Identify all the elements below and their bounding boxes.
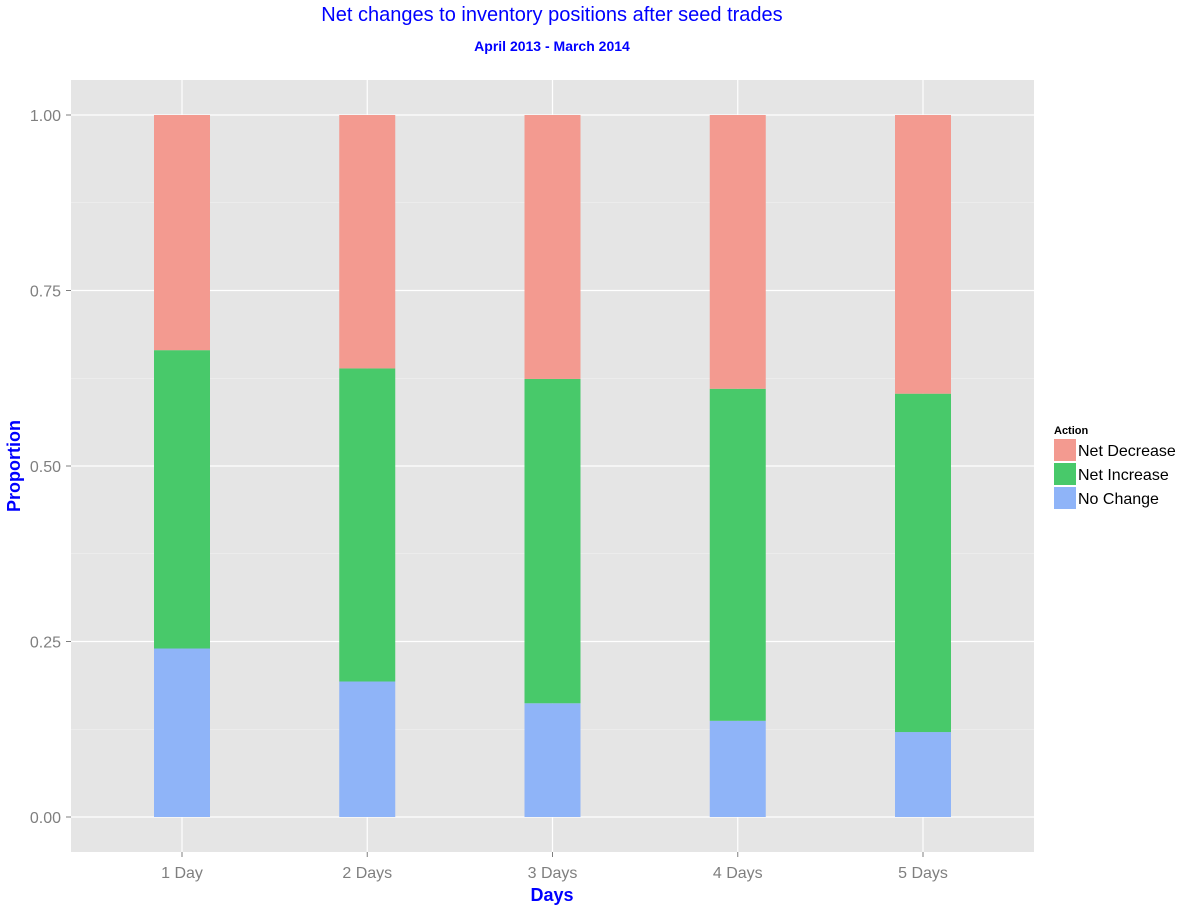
bar-segment-net-increase bbox=[524, 378, 581, 704]
legend-label: Net Decrease bbox=[1078, 443, 1176, 460]
y-axis-title: Proportion bbox=[4, 420, 24, 512]
bar-segment-no-change bbox=[154, 648, 210, 817]
bar-segment-net-increase bbox=[895, 393, 951, 733]
bar-segment-net-decrease bbox=[154, 115, 210, 351]
bar-segment-net-increase bbox=[709, 388, 766, 721]
x-tick-label: 3 Days bbox=[528, 865, 578, 882]
legend-swatch bbox=[1054, 487, 1076, 509]
bar-segment-net-increase bbox=[154, 350, 210, 649]
bar-segment-no-change bbox=[524, 703, 581, 817]
y-tick-label: 1.00 bbox=[30, 108, 61, 125]
x-tick-label: 4 Days bbox=[713, 865, 763, 882]
bar-segment-no-change bbox=[339, 681, 396, 817]
y-axis-ticks: 0.00 0.25 0.50 0.75 1.00 bbox=[30, 108, 71, 827]
bar-segment-net-decrease bbox=[895, 115, 951, 394]
bar-segment-net-decrease bbox=[709, 115, 766, 389]
x-tick-label: 5 Days bbox=[898, 865, 948, 882]
chart-title: Net changes to inventory positions after… bbox=[321, 4, 782, 26]
legend: Action Net Decrease Net Increase No Change bbox=[1054, 425, 1176, 509]
bar-segment-no-change bbox=[895, 732, 951, 817]
y-tick-label: 0.75 bbox=[30, 284, 61, 301]
legend-title: Action bbox=[1054, 425, 1089, 437]
x-tick-label: 2 Days bbox=[342, 865, 392, 882]
bar-segment-net-decrease bbox=[339, 115, 396, 369]
legend-swatch bbox=[1054, 439, 1076, 461]
legend-label: No Change bbox=[1078, 491, 1159, 508]
bar-segment-net-decrease bbox=[524, 115, 581, 379]
x-axis-ticks: 1 Day 2 Days 3 Days 4 Days 5 Days bbox=[161, 852, 948, 882]
bar-segment-no-change bbox=[709, 720, 766, 817]
bar-segment-net-increase bbox=[339, 368, 396, 682]
bars bbox=[154, 115, 951, 817]
legend-label: Net Increase bbox=[1078, 467, 1169, 484]
chart-subtitle: April 2013 - March 2014 bbox=[474, 38, 630, 54]
y-tick-label: 0.50 bbox=[30, 459, 61, 476]
y-tick-label: 0.25 bbox=[30, 635, 61, 652]
x-axis-title: Days bbox=[530, 885, 573, 905]
legend-swatch bbox=[1054, 463, 1076, 485]
y-tick-label: 0.00 bbox=[30, 810, 61, 827]
x-tick-label: 1 Day bbox=[161, 865, 203, 882]
